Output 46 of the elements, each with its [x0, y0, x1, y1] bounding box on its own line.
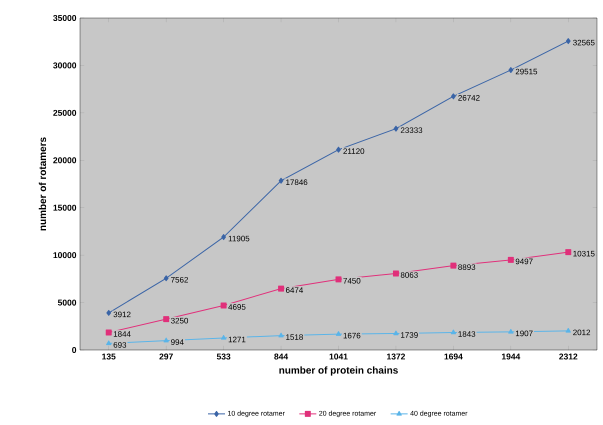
x-tick-label: 1041 — [330, 354, 348, 360]
point — [278, 286, 284, 292]
y-tick-label: 20000 — [53, 157, 76, 164]
point — [278, 178, 284, 184]
point — [392, 270, 399, 277]
point — [451, 93, 456, 100]
point — [278, 332, 284, 338]
point — [336, 146, 341, 153]
x-tick-label: 297 — [159, 354, 173, 360]
point — [164, 338, 169, 342]
point — [164, 275, 169, 282]
y-tick-label: 35000 — [53, 15, 76, 21]
point — [336, 276, 342, 282]
point — [450, 330, 456, 334]
y-tick-label: 10000 — [53, 252, 76, 258]
point — [508, 67, 514, 74]
y-tick-label: 25000 — [53, 110, 76, 116]
point — [336, 331, 342, 336]
x-tick-label: 533 — [216, 354, 230, 360]
x-tick-label: 2312 — [559, 354, 578, 360]
point — [220, 302, 227, 308]
y-tick-label: 0 — [72, 347, 76, 353]
point — [393, 330, 399, 336]
point — [163, 316, 170, 322]
point — [106, 330, 112, 336]
x-tick-label: 1372 — [387, 354, 406, 360]
point — [450, 262, 456, 269]
x-tick-label: 844 — [274, 354, 288, 360]
x-tick-label: 1944 — [502, 354, 520, 360]
point — [394, 126, 398, 132]
x-axis-title: number of protein chains — [279, 366, 398, 376]
point — [566, 38, 571, 44]
point — [106, 340, 112, 346]
point — [508, 328, 514, 334]
point — [566, 328, 571, 333]
point — [508, 256, 514, 263]
x-tick-label: 135 — [102, 354, 116, 360]
x-tick-label: 1694 — [444, 354, 463, 360]
point — [565, 249, 572, 256]
y-tick-label: 5000 — [58, 300, 76, 306]
y-tick-label: 30000 — [53, 62, 76, 68]
point — [220, 334, 226, 340]
y-tick-label: 15000 — [53, 204, 76, 211]
point — [221, 234, 226, 240]
y-axis-title: number of rotamers — [38, 137, 46, 230]
point — [106, 310, 112, 316]
